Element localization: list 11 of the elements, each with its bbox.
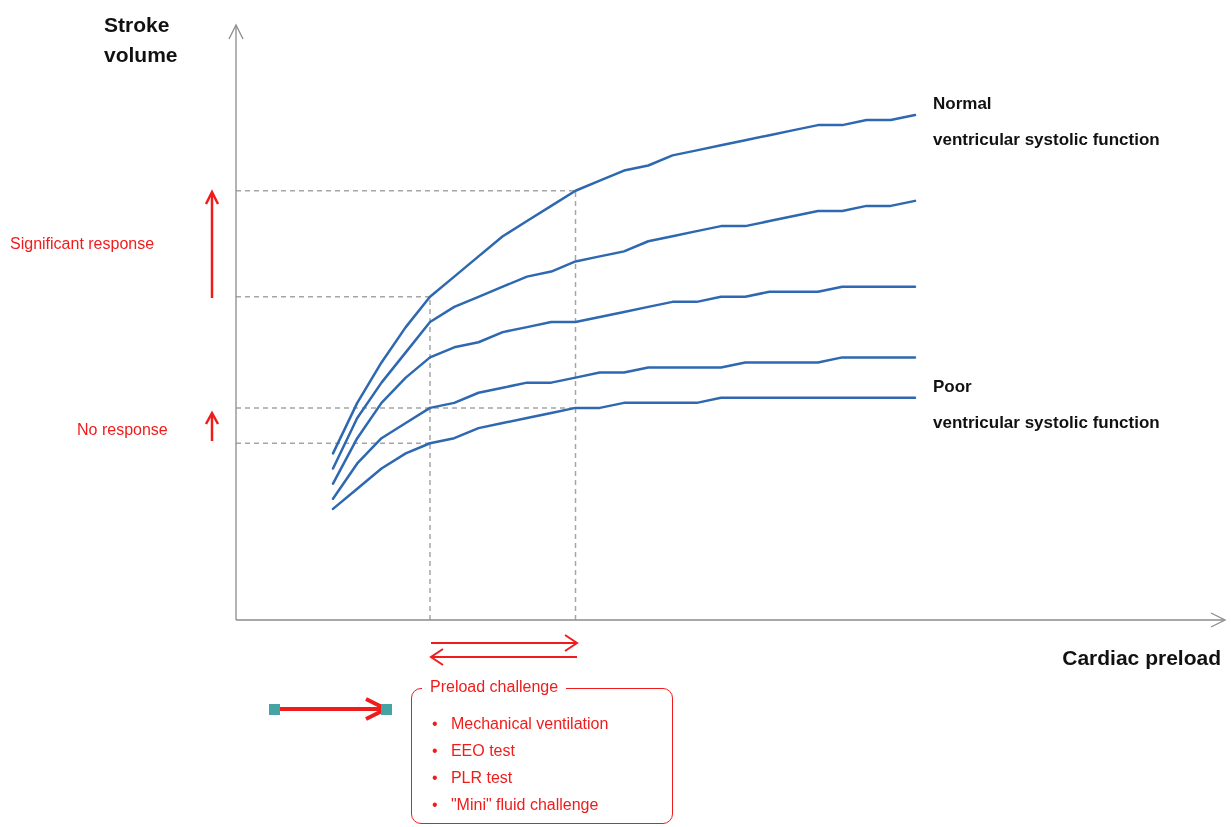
text: Significant response — [10, 235, 155, 253]
text: • Mechanical ventilation — [432, 715, 609, 733]
text: • EEO test — [432, 742, 515, 760]
series-label: Normal ventricular systolic function — [933, 93, 1160, 151]
text: No response — [77, 421, 168, 439]
text: • "Mini" fluid challenge — [432, 796, 599, 814]
text: • PLR test — [432, 769, 513, 787]
x-axis-title: Cardiac preload — [1062, 646, 1221, 670]
text: Preload challenge — [422, 678, 567, 696]
y-axis-title: Stroke volume — [104, 12, 179, 68]
series-label: Poor ventricular systolic function — [933, 375, 1160, 434]
